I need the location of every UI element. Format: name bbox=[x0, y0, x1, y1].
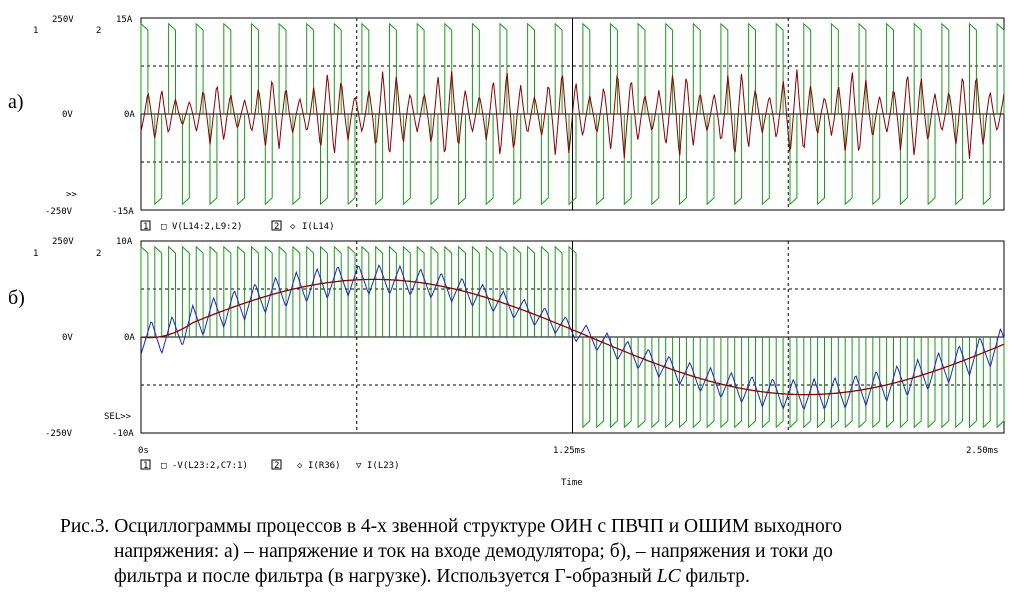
legend-a-num-2: 2 bbox=[274, 222, 279, 232]
legend-b-num-1: 1 bbox=[143, 461, 148, 471]
panel-b-legend: 1 □ -V(L23:2,C7:1) 2 ◇ I(R36) ▽ I(L23) bbox=[140, 459, 400, 471]
panel-a-left-tick-bottom: -250V bbox=[45, 207, 73, 217]
panel-a-left-axis-number: 1 bbox=[33, 26, 38, 36]
oscilloscope-figure: а) 1 250V 0V -250V 2 15A 0A -15A >> 1 □ … bbox=[8, 15, 1005, 488]
panel-a-right-tick-top: 15A bbox=[116, 15, 133, 25]
x-tick-0: 0s bbox=[138, 446, 149, 456]
panel-b: б) 1 250V 0V -250V 2 10A 0A -10A SEL>> 0… bbox=[8, 237, 1005, 488]
caption-lc-italic: LC bbox=[656, 566, 681, 587]
panel-b-label: б) bbox=[8, 287, 25, 309]
panel-b-left-tick-bottom: -250V bbox=[45, 429, 73, 439]
caption-line-3-start: фильтра и после фильтра (в нагрузке). Ис… bbox=[114, 566, 657, 587]
legend-a-marker-2: ◇ bbox=[290, 222, 296, 232]
panel-a-label: а) bbox=[8, 91, 24, 113]
legend-b-marker-3: ▽ bbox=[356, 461, 362, 471]
legend-a-marker-1: □ bbox=[161, 222, 167, 232]
panel-b-cursor-mark: SEL>> bbox=[104, 412, 132, 422]
legend-b-box-1 bbox=[140, 459, 151, 470]
legend-a-label-2: I(L14) bbox=[302, 222, 335, 232]
caption-line-3: фильтра и после фильтра (в нагрузке). Ис… bbox=[60, 564, 1010, 589]
panel-b-left-tick-mid: 0V bbox=[62, 333, 73, 343]
panel-a-right-tick-mid: 0A bbox=[124, 110, 135, 120]
panel-b-left-axis-number: 1 bbox=[33, 249, 38, 259]
legend-a-box-1 bbox=[140, 220, 151, 231]
panel-b-load-current-trace bbox=[140, 278, 1005, 396]
panel-b-right-axis-number: 2 bbox=[96, 249, 101, 259]
panel-a-voltage-trace bbox=[140, 22, 1005, 206]
panel-a: а) 1 250V 0V -250V 2 15A 0A -15A >> 1 □ … bbox=[8, 15, 1005, 232]
legend-a-label-1: V(L14:2,L9:2) bbox=[172, 222, 242, 232]
panel-a-left-tick-top: 250V bbox=[52, 15, 74, 25]
panel-a-current-trace bbox=[140, 69, 1005, 159]
legend-a-num-1: 1 bbox=[143, 222, 148, 232]
x-tick-2: 2.50ms bbox=[966, 446, 999, 456]
panel-b-left-tick-top: 250V bbox=[52, 237, 74, 247]
legend-b-num-2: 2 bbox=[274, 461, 279, 471]
legend-b-label-1: -V(L23:2,C7:1) bbox=[172, 461, 248, 471]
caption-line-1: Рис.3. Осциллограммы процессов в 4-х зве… bbox=[60, 516, 842, 537]
legend-b-label-3: I(L23) bbox=[367, 461, 400, 471]
panel-b-inductor-current-trace bbox=[140, 264, 1005, 410]
x-tick-1: 1.25ms bbox=[553, 446, 586, 456]
figure-caption: Рис.3. Осциллограммы процессов в 4-х зве… bbox=[60, 514, 1010, 589]
panel-a-cursor-mark: >> bbox=[66, 190, 77, 200]
x-axis-label: Time bbox=[561, 478, 583, 488]
legend-b-box-2 bbox=[271, 459, 282, 470]
legend-b-marker-2: ◇ bbox=[297, 461, 303, 471]
panel-b-voltage-trace bbox=[140, 245, 1005, 429]
panel-a-legend: 1 □ V(L14:2,L9:2) 2 ◇ I(L14) bbox=[140, 220, 335, 232]
panel-b-right-tick-bottom: -10A bbox=[112, 429, 134, 439]
panel-a-left-tick-mid: 0V bbox=[62, 110, 73, 120]
legend-a-box-2 bbox=[271, 220, 282, 231]
legend-b-label-2: I(R36) bbox=[308, 461, 341, 471]
caption-line-3-end: фильтр. bbox=[680, 566, 750, 587]
panel-b-right-tick-mid: 0A bbox=[124, 333, 135, 343]
panel-a-right-tick-bottom: -15A bbox=[112, 207, 134, 217]
caption-line-2: напряжения: а) – напряжение и ток на вхо… bbox=[114, 541, 833, 562]
panel-a-right-axis-number: 2 bbox=[96, 26, 101, 36]
panel-b-right-tick-top: 10A bbox=[116, 237, 133, 247]
legend-b-marker-1: □ bbox=[161, 461, 167, 471]
